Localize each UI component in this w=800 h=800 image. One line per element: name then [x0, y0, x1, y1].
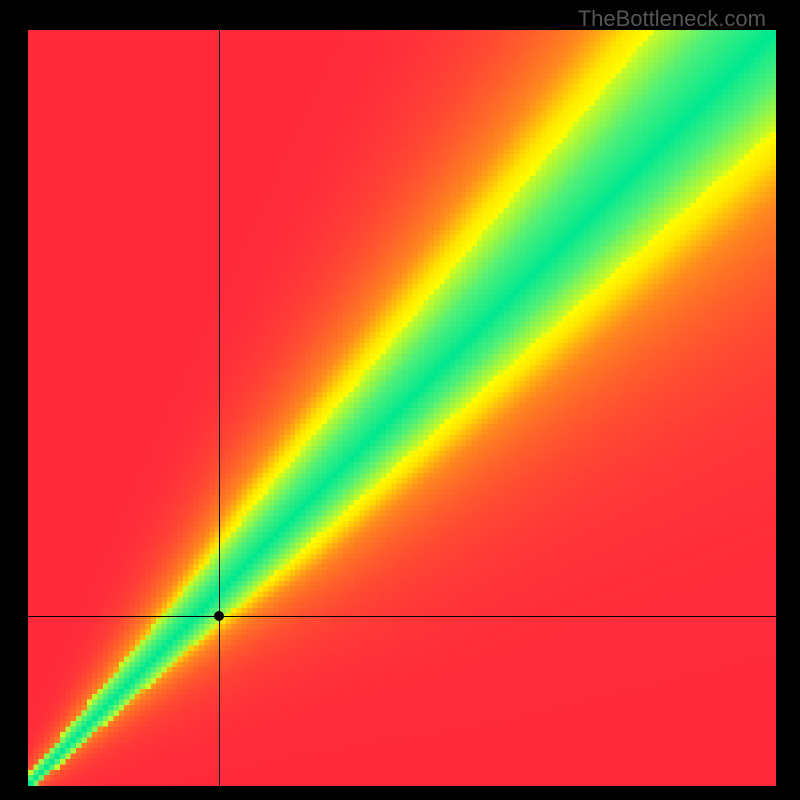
- crosshair-horizontal: [28, 616, 776, 617]
- watermark-text: TheBottleneck.com: [578, 6, 766, 32]
- heatmap-canvas: [28, 30, 776, 786]
- marker-dot: [214, 611, 224, 621]
- heatmap-plot: [28, 30, 776, 786]
- crosshair-vertical: [219, 30, 220, 786]
